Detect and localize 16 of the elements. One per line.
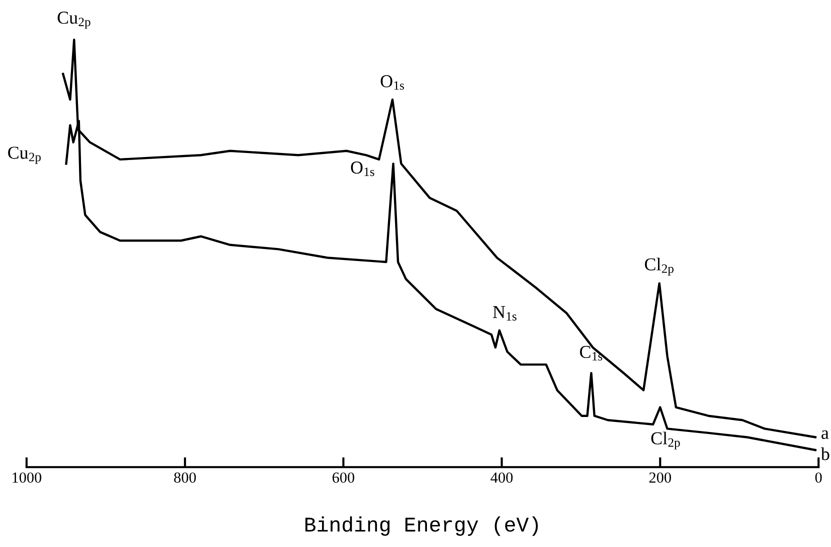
x-tick-label: 800 [174, 472, 196, 483]
series-label: a [822, 430, 829, 439]
annotation: Cu$_{2p}$ [8, 146, 41, 164]
series-label: b [820, 447, 830, 460]
x-tick-label: 1000 [12, 472, 42, 483]
annotation: Cl$_{2p}$ [644, 258, 674, 276]
annotation: N$_{1s}$ [493, 306, 516, 321]
annotation: O$_{1s}$ [380, 75, 404, 90]
annotation: Cl$_{2p}$ [651, 432, 680, 450]
x-tick-label: 400 [490, 472, 513, 483]
x-tick-label: 600 [332, 472, 354, 483]
x-tick-label: 0 [815, 472, 822, 483]
annotation: Cu$_{2p}$ [58, 12, 90, 29]
x-tick-label: 200 [649, 472, 672, 483]
x-axis-title: Binding Energy (eV) [305, 516, 538, 536]
annotation: O$_{1s}$ [350, 162, 374, 176]
